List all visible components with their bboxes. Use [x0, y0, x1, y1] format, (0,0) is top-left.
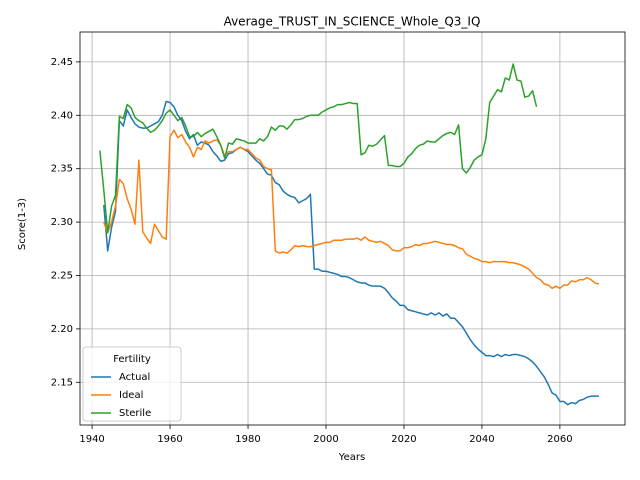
- legend-label: Ideal: [119, 390, 143, 401]
- x-tick-label: 1980: [235, 434, 260, 445]
- y-axis-label: Score(1-3): [17, 198, 28, 250]
- x-tick-label: 1960: [157, 434, 182, 445]
- x-tick-label: 1940: [79, 434, 104, 445]
- y-tick-label: 2.40: [51, 110, 73, 121]
- x-tick-label: 2040: [469, 434, 494, 445]
- y-tick-label: 2.30: [51, 217, 73, 228]
- x-tick-label: 2020: [391, 434, 416, 445]
- plot-frame: [79, 31, 626, 426]
- legend: Fertility Actual Ideal Sterile: [82, 346, 182, 422]
- y-tick-label: 2.25: [51, 270, 73, 281]
- y-tick-label: 2.20: [51, 324, 73, 335]
- data-line: [103, 100, 599, 406]
- x-tick-label: 2000: [313, 434, 338, 445]
- x-tick-label: 2060: [547, 434, 572, 445]
- x-axis-label: Years: [338, 452, 365, 463]
- legend-title: Fertility: [113, 354, 151, 365]
- y-tick-label: 2.35: [51, 164, 73, 175]
- legend-label: Sterile: [119, 408, 151, 419]
- y-tick-label: 2.45: [51, 57, 73, 68]
- y-tick-label: 2.15: [51, 377, 73, 388]
- data-line: [103, 129, 600, 290]
- legend-box: [82, 346, 182, 422]
- legend-label: Actual: [119, 372, 150, 383]
- chart-title: Average_TRUST_IN_SCIENCE_Whole_Q3_IQ: [224, 15, 481, 29]
- data-line: [99, 63, 538, 234]
